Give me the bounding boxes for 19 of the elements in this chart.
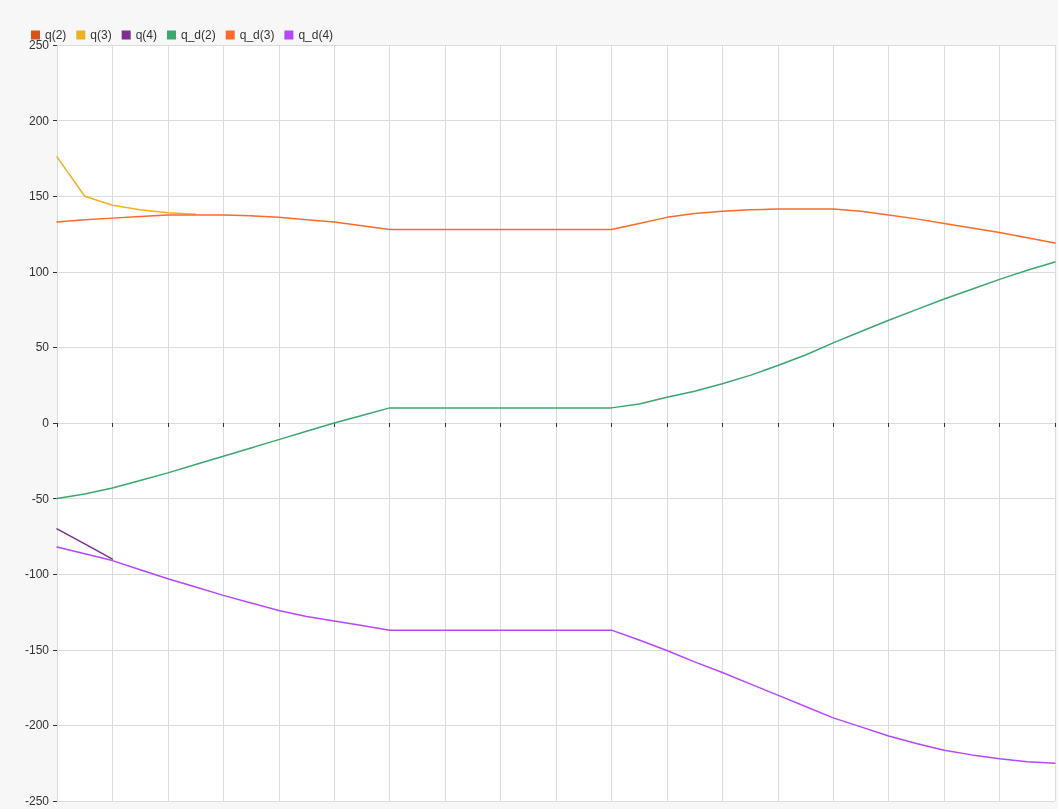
y-tick-label: 150 bbox=[28, 189, 50, 204]
line-series bbox=[56, 208, 1056, 244]
line-series bbox=[56, 156, 197, 216]
y-tick-label: -150 bbox=[24, 642, 50, 657]
y-tick-label: -100 bbox=[24, 567, 50, 582]
y-tick-label: -250 bbox=[24, 794, 50, 808]
y-tick-label: 50 bbox=[35, 340, 50, 355]
legend-label: q_d(2) bbox=[181, 28, 216, 42]
y-tick-label: 0 bbox=[42, 416, 50, 430]
y-tick-label: -50 bbox=[31, 491, 50, 506]
line-series bbox=[56, 546, 1056, 764]
legend-label: q_d(3) bbox=[239, 28, 275, 42]
y-tick-label: -200 bbox=[24, 718, 50, 733]
y-tick-label: 100 bbox=[28, 264, 50, 279]
y-tick-label: 200 bbox=[28, 113, 50, 128]
legend-label: q(3) bbox=[90, 28, 112, 42]
legend-label: q(4) bbox=[135, 28, 158, 42]
legend-label: q_d(4) bbox=[298, 28, 334, 42]
line-series bbox=[56, 261, 1056, 500]
